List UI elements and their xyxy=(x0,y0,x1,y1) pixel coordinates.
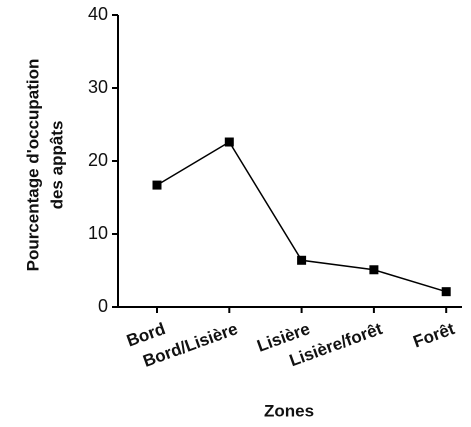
y-tick-label: 0 xyxy=(98,296,108,316)
data-point xyxy=(369,265,379,275)
x-axis-label: Zones xyxy=(264,401,314,420)
data-point xyxy=(224,137,234,147)
data-point xyxy=(441,287,451,297)
y-tick-label: 20 xyxy=(88,150,108,170)
y-tick-label: 30 xyxy=(88,77,108,97)
data-point xyxy=(297,255,307,265)
y-axis-label: des appâts xyxy=(47,121,66,210)
y-tick-label: 40 xyxy=(88,4,108,24)
data-line xyxy=(156,140,447,293)
x-tick-label: Forêt xyxy=(411,319,458,352)
y-tick-label: 10 xyxy=(88,223,108,243)
y-axis-label: Pourcentage d'occupation xyxy=(23,59,42,272)
data-point xyxy=(152,180,162,190)
